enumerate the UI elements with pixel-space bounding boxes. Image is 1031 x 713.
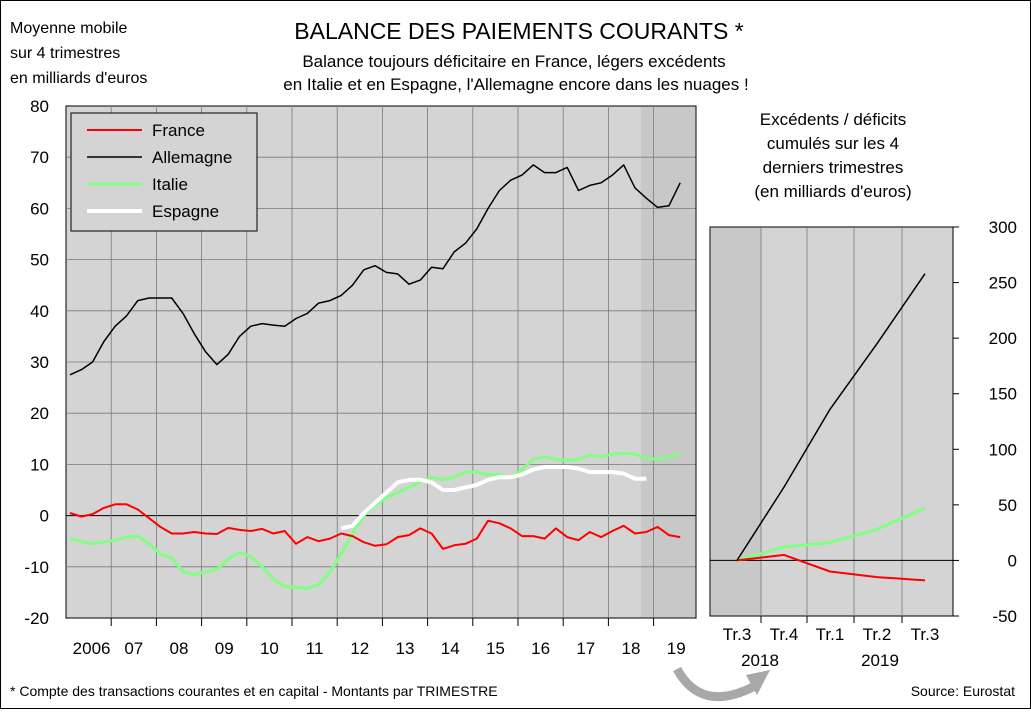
inset-y-tick-label: 50 xyxy=(998,496,1017,515)
inset-title-line1: Excédents / déficits xyxy=(760,110,906,129)
series-line-allemagne xyxy=(69,164,681,376)
inset-x-tick-label: Tr.1 xyxy=(816,625,845,644)
unit-label-line1: Moyenne mobile xyxy=(10,20,128,37)
main-x-tick-label: 14 xyxy=(441,639,460,658)
inset-series-line-allemagne xyxy=(736,273,926,561)
legend-label-italie: Italie xyxy=(152,175,188,194)
main-x-tick-label: 19 xyxy=(667,639,686,658)
inset-x-tick-label: Tr.3 xyxy=(723,625,752,644)
inset-plot-shaded-band xyxy=(711,228,761,615)
unit-label-line2: sur 4 trimestres xyxy=(10,45,120,62)
main-y-tick-label: 20 xyxy=(30,404,49,423)
inset-y-tick-label: 100 xyxy=(989,440,1017,459)
main-x-tick-label: 13 xyxy=(396,639,415,658)
series-line-france xyxy=(69,503,681,550)
inset-y-tick-label: 250 xyxy=(989,274,1017,293)
inset-series-line-italie xyxy=(736,506,926,562)
inset-title-line4: (en milliards d'euros) xyxy=(754,182,911,201)
chart-subtitle-line2: en Italie et en Espagne, l'Allemagne enc… xyxy=(283,75,748,94)
main-x-tick-label: 15 xyxy=(486,639,505,658)
main-x-tick-label: 07 xyxy=(124,639,143,658)
inset-y-tick-label: 0 xyxy=(1008,551,1017,570)
legend-label-allemagne: Allemagne xyxy=(152,148,232,167)
inset-y-tick-label: -50 xyxy=(992,607,1017,626)
main-x-tick-label: 12 xyxy=(350,639,369,658)
main-y-tick-label: 50 xyxy=(30,251,49,270)
main-y-tick-label: 10 xyxy=(30,455,49,474)
main-y-tick-label: -20 xyxy=(24,609,49,628)
legend-label-espagne: Espagne xyxy=(152,202,219,221)
footnote: * Compte des transactions courantes et e… xyxy=(10,683,498,699)
main-x-tick-label: 10 xyxy=(260,639,279,658)
main-x-tick-label: 08 xyxy=(170,639,189,658)
main-y-tick-label: 60 xyxy=(30,199,49,218)
inset-y-tick-label: 200 xyxy=(989,329,1017,348)
legend: France Allemagne Italie Espagne xyxy=(70,112,258,232)
main-y-tick-label: 80 xyxy=(30,97,49,116)
inset-title-line2: cumulés sur les 4 xyxy=(767,134,899,153)
inset-plot: 300 250 200 150 100 50 0 -50 Tr.3 Tr.4 Tr.1 Tr.2 Tr… xyxy=(709,218,1017,670)
inset-series-line-france xyxy=(736,553,926,582)
inset-year-label: 2019 xyxy=(861,651,899,670)
inset-x-tick-label: Tr.4 xyxy=(770,625,799,644)
main-x-tick-label: 09 xyxy=(215,639,234,658)
inset-x-tick-label: Tr.2 xyxy=(863,625,892,644)
main-y-tick-label: -10 xyxy=(24,558,49,577)
inset-year-label: 2018 xyxy=(741,651,779,670)
main-y-tick-label: 70 xyxy=(30,148,49,167)
main-x-tick-label: 17 xyxy=(576,639,595,658)
inset-y-tick-label: 300 xyxy=(989,218,1017,237)
main-x-tick-label: 2006 xyxy=(73,639,111,658)
chart-title: BALANCE DES PAIEMENTS COURANTS * xyxy=(294,18,743,44)
main-plot: -20 -10 0 10 20 30 40 50 60 70 80 2006 07 08 09 10 11 12… xyxy=(24,97,697,658)
unit-label-line3: en milliards d'euros xyxy=(10,70,147,87)
main-y-tick-label: 30 xyxy=(30,353,49,372)
inset-title-line3: derniers trimestres xyxy=(763,158,904,177)
legend-label-france: France xyxy=(152,121,205,140)
curved-arrow-icon xyxy=(673,666,770,702)
main-y-tick-label: 0 xyxy=(40,507,49,526)
inset-x-tick-label: Tr.3 xyxy=(911,625,940,644)
main-x-tick-label: 11 xyxy=(306,639,324,658)
main-x-tick-label: 18 xyxy=(622,639,641,658)
chart-subtitle-line1: Balance toujours déficitaire en France, … xyxy=(302,52,725,71)
source-label: Source: Eurostat xyxy=(911,683,1015,699)
series-line-espagne xyxy=(340,465,647,531)
main-y-tick-label: 40 xyxy=(30,302,49,321)
inset-y-tick-label: 150 xyxy=(989,385,1017,404)
main-x-tick-label: 16 xyxy=(531,639,550,658)
